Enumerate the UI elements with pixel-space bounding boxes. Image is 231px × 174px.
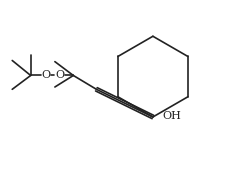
Text: OH: OH	[161, 111, 180, 121]
Text: O: O	[55, 70, 64, 80]
Text: O: O	[41, 70, 50, 80]
